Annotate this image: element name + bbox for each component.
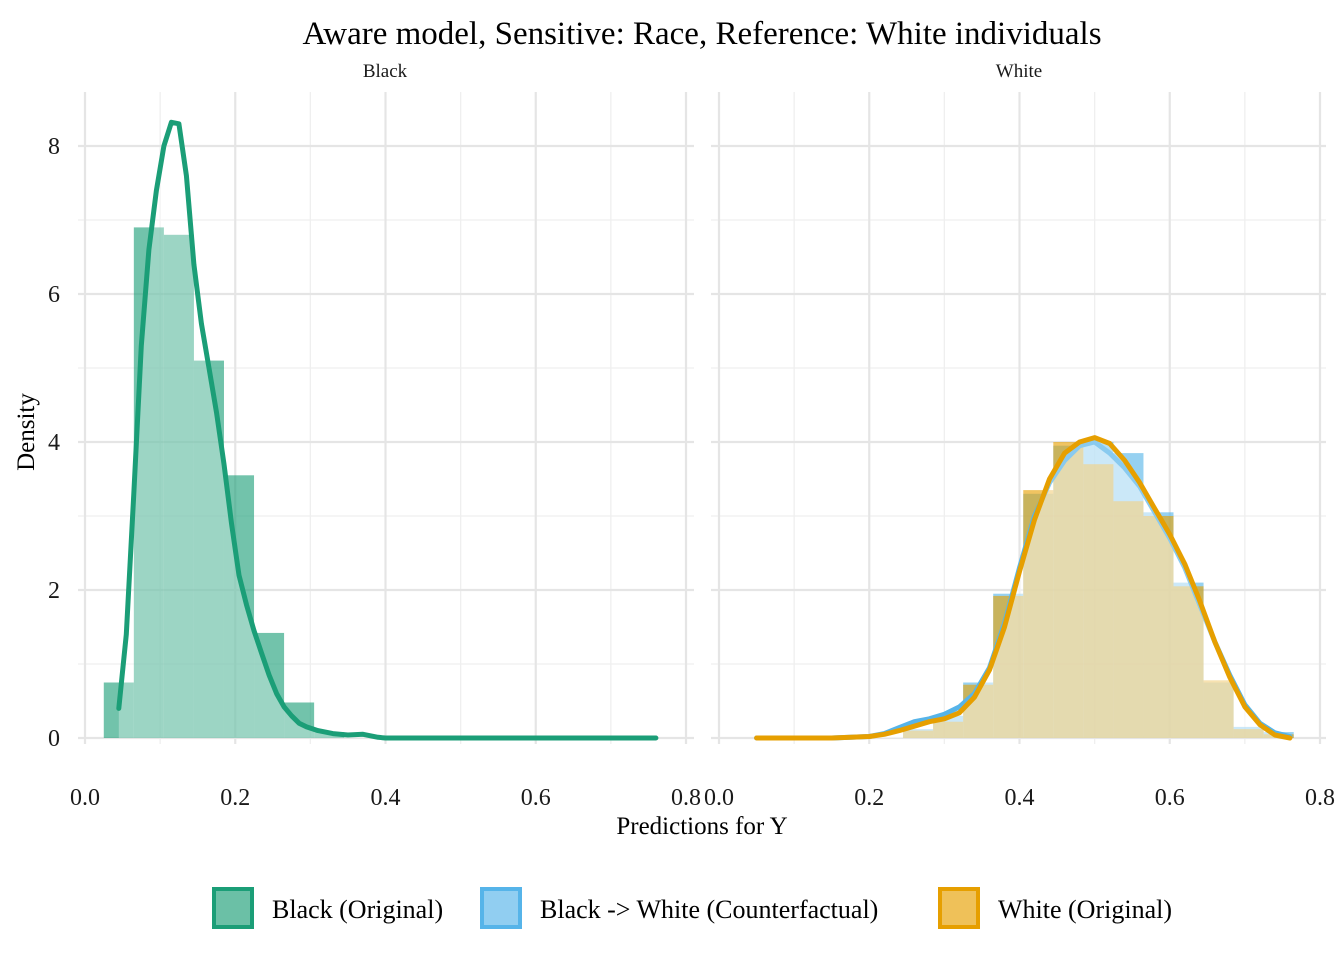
- x-tick-label: 0.8: [671, 785, 701, 811]
- bar-white_original: [1113, 501, 1144, 738]
- bar-white_original: [933, 721, 964, 738]
- bar-white_original: [1083, 464, 1114, 738]
- bar-white_original: [1233, 729, 1264, 738]
- x-tick-label: 0.4: [1005, 785, 1035, 811]
- y-tick-label: 0: [48, 726, 60, 752]
- panel-black: Black: [78, 61, 694, 744]
- density-white_original: [754, 435, 1293, 741]
- bar-white_original: [903, 730, 934, 738]
- bar-black_original: [163, 234, 194, 739]
- x-tick-label: 0.6: [521, 785, 551, 811]
- legend-label-white-original: White (Original): [998, 895, 1172, 924]
- x-tick-label: 0.2: [854, 785, 884, 811]
- legend-label-counterfactual: Black -> White (Counterfactual): [540, 895, 878, 924]
- legend-key-white-original: [938, 887, 980, 929]
- x-tick-label: 0.2: [220, 785, 250, 811]
- density-area-white_original: [756, 437, 1290, 738]
- bar-black_original: [133, 227, 164, 738]
- y-tick-label: 6: [48, 282, 60, 308]
- legend-item-black-original: Black (Original): [212, 887, 443, 929]
- x-tick-label: 0.0: [704, 785, 734, 811]
- x-axis-ticks: 0.0 0.2 0.4 0.6 0.8 0.0 0.2 0.4 0.6 0.8: [70, 785, 1335, 811]
- legend-key-counterfactual: [480, 887, 522, 929]
- legend-item-counterfactual: Black -> White (Counterfactual): [480, 887, 878, 929]
- y-tick-label: 8: [48, 134, 60, 160]
- x-tick-label: 0.6: [1155, 785, 1185, 811]
- bar-white_original: [1143, 516, 1174, 738]
- bar-white_original: [1053, 442, 1084, 738]
- legend-label-black-original: Black (Original): [272, 895, 443, 924]
- y-tick-label: 4: [48, 430, 60, 456]
- y-tick-label: 2: [48, 578, 60, 604]
- legend-key-black-original: [212, 887, 254, 929]
- chart-title: Aware model, Sensitive: Race, Reference:…: [302, 16, 1101, 52]
- bar-white_original: [1173, 586, 1204, 738]
- x-tick-label: 0.0: [70, 785, 100, 811]
- legend: Black (Original) Black -> White (Counter…: [212, 887, 1172, 929]
- x-axis-title: Predictions for Y: [616, 813, 787, 840]
- strip-label-white: White: [996, 61, 1042, 82]
- density-line-white_original: [754, 435, 1293, 741]
- density-area-black_original: [118, 122, 656, 739]
- y-axis-title: Density: [13, 393, 40, 471]
- x-tick-label: 0.8: [1305, 785, 1335, 811]
- panel-white: White: [711, 61, 1326, 744]
- y-axis-ticks: 0 2 4 6 8: [48, 134, 60, 752]
- strip-label-black: Black: [363, 61, 408, 82]
- density-line-black_original: [116, 119, 659, 741]
- x-tick-label: 0.4: [371, 785, 401, 811]
- legend-item-white-original: White (Original): [938, 887, 1172, 929]
- bar-white_original: [1203, 680, 1234, 738]
- density-black_original: [116, 119, 659, 741]
